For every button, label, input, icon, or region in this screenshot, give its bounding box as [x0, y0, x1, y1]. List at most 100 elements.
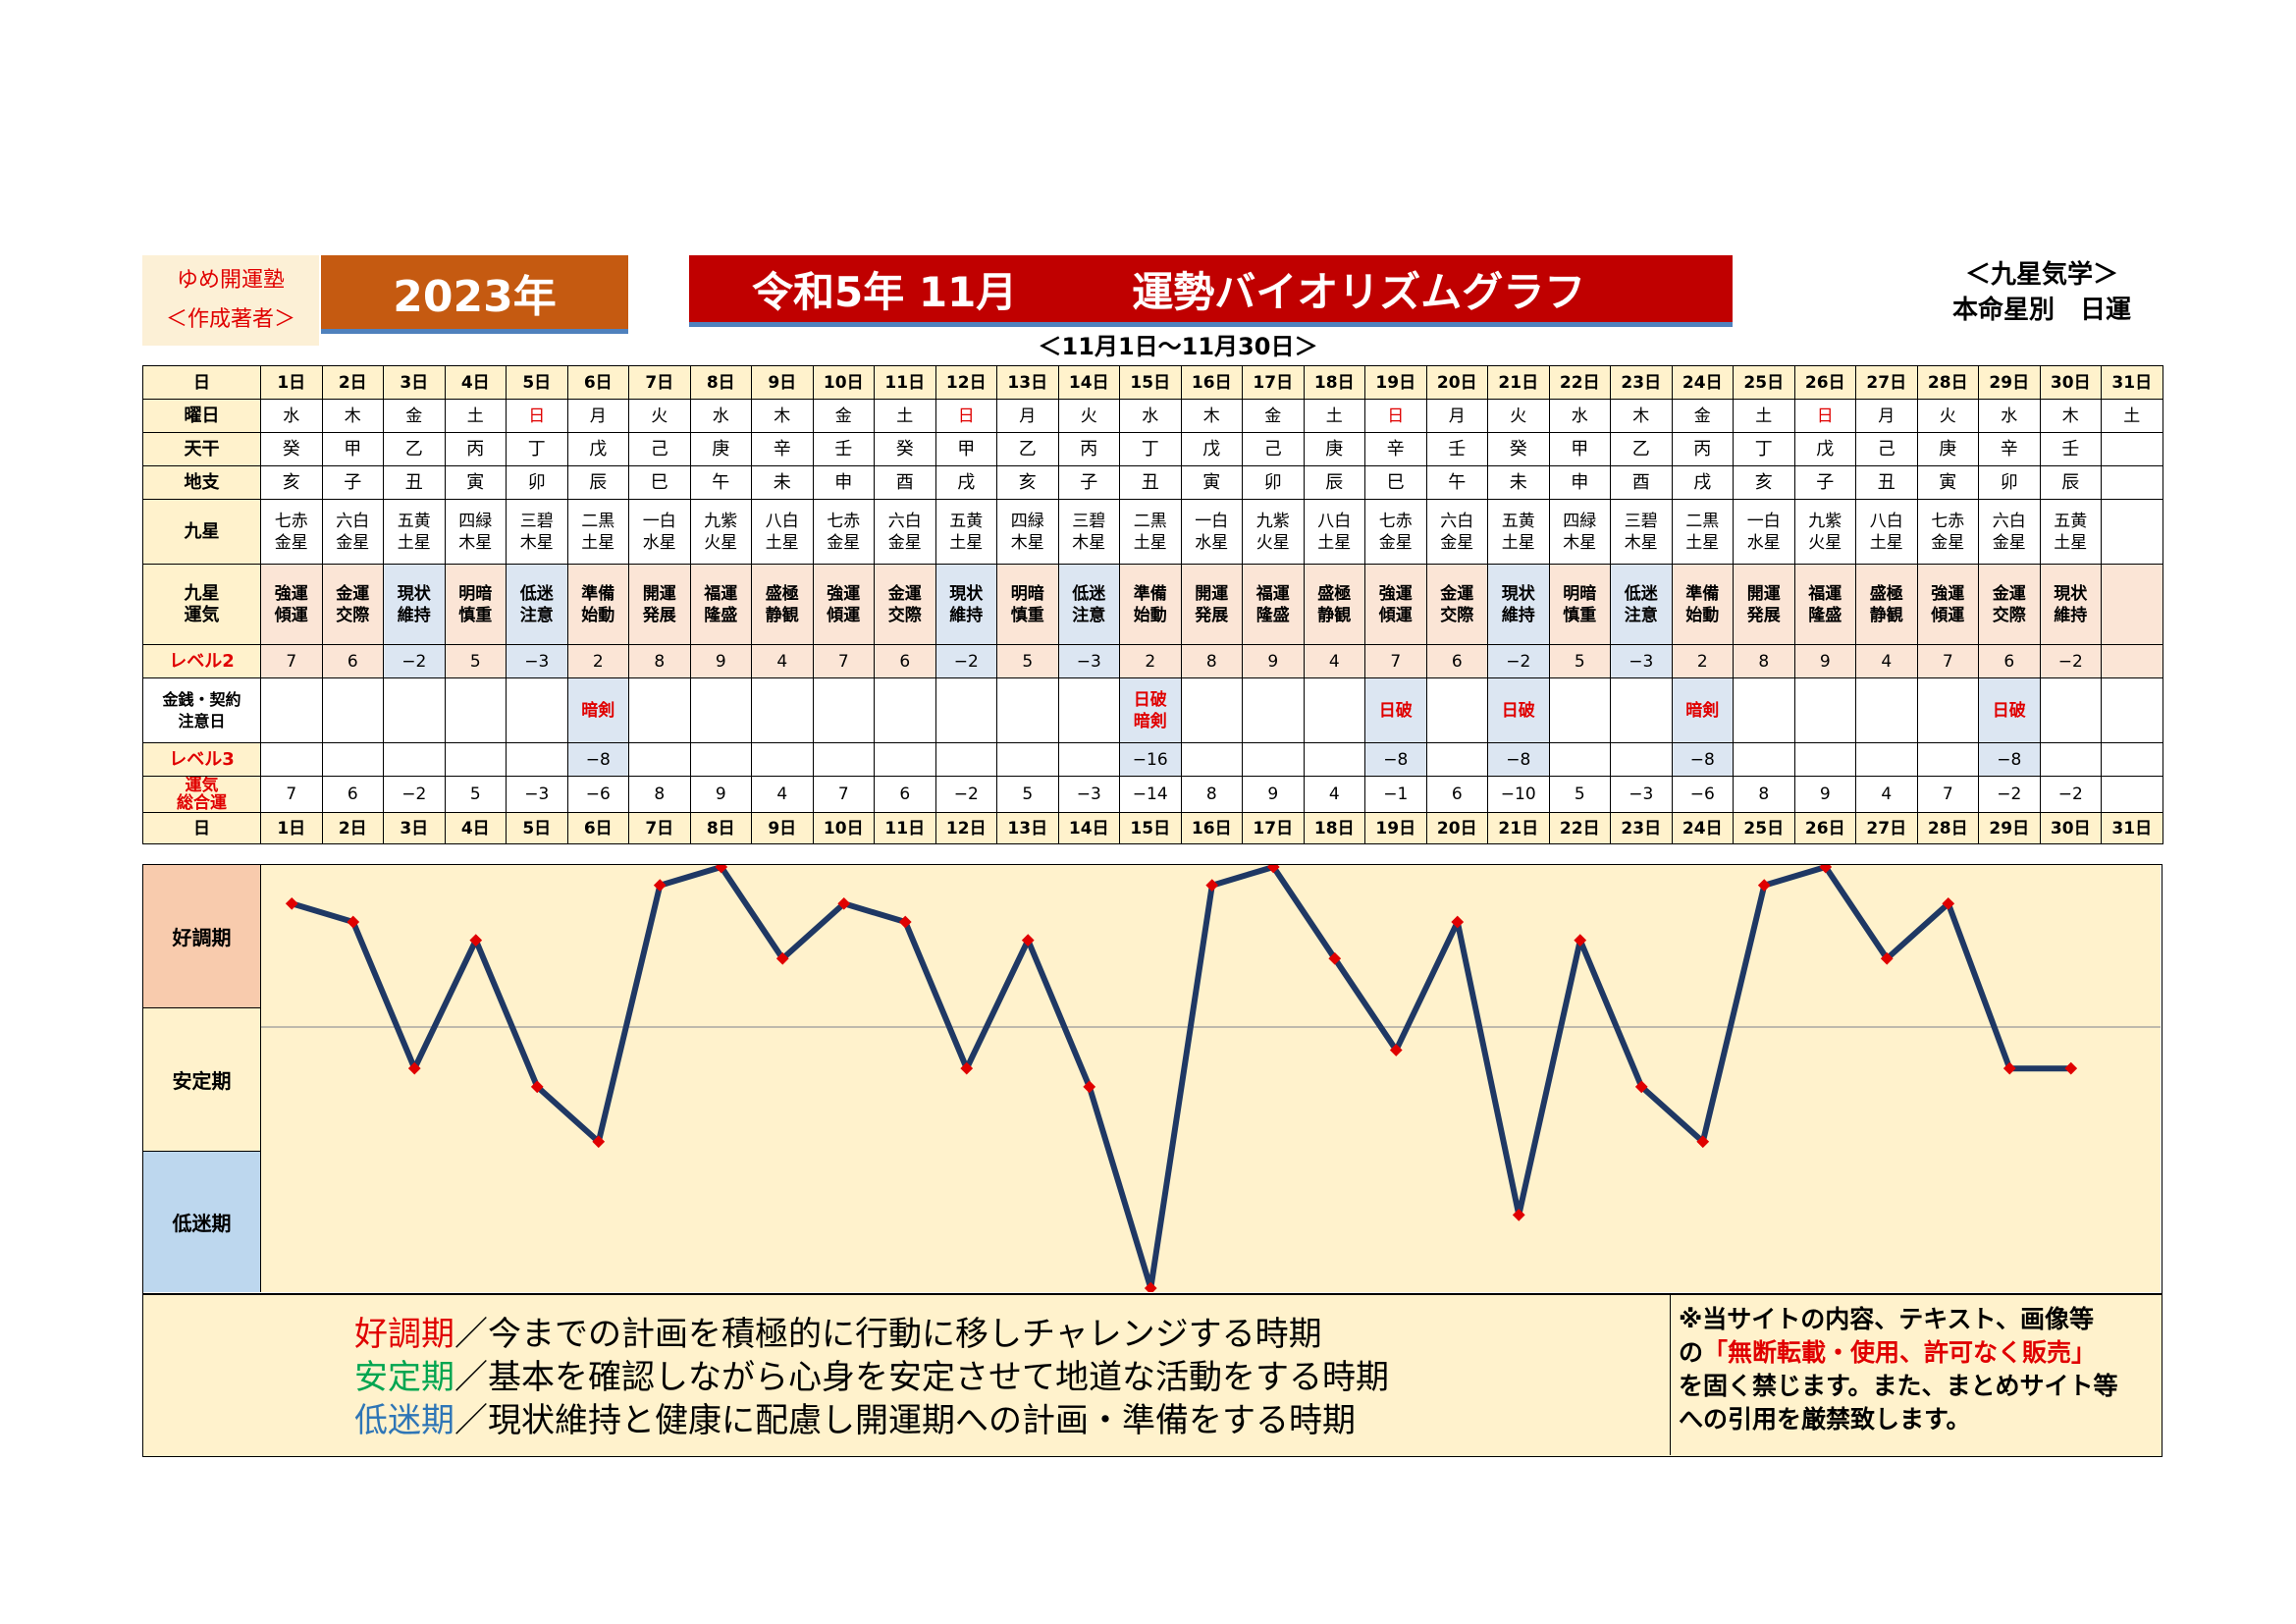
unki-cell-line: 維持 [1501, 605, 1535, 625]
row-chishi-label: 地支 [142, 465, 261, 500]
kyusei-cell-line: 火星 [704, 532, 738, 553]
row-kyusei-label: 九星 [142, 499, 261, 565]
kyusei-cell-line: 金星 [1992, 532, 2026, 553]
row-chishi-label-line: 地支 [184, 471, 220, 493]
total-cell: 9 [1242, 776, 1305, 813]
kyusei-cell-line: 土星 [581, 532, 615, 553]
day-cell-bottom: 18日 [1303, 812, 1365, 844]
level2-cell: 5 [444, 644, 507, 678]
level2-cell: −2 [2039, 644, 2102, 678]
total-cell: −3 [1057, 776, 1120, 813]
unki-cell: 準備 始動 [566, 564, 629, 645]
total-cell: 7 [260, 776, 323, 813]
kyusei-cell: 七赤 金星 [812, 499, 875, 565]
chishi-cell: 戌 [934, 465, 997, 500]
level3-cell [751, 742, 814, 777]
kyusei-cell: 六白 金星 [1978, 499, 2041, 565]
day-cell: 24日 [1671, 365, 1734, 400]
chishi-cell: 未 [1487, 465, 1550, 500]
row-kyusei-unki-label-line: 運気 [184, 604, 220, 625]
chishi-cell: 亥 [260, 465, 323, 500]
legend-text-good: ／今までの計画を積極的に行動に移しチャレンジする時期 [454, 1315, 1322, 1354]
total-cell: 7 [812, 776, 875, 813]
row-caution-label-line: 注意日 [178, 711, 226, 731]
unki-cell-line: 金運 [887, 583, 922, 604]
tenkan-cell: 丁 [1733, 432, 1795, 466]
unki-cell-line: 傾運 [1931, 605, 1965, 625]
unki-cell-line: 強運 [1931, 583, 1965, 604]
weekday-cell: 金 [1671, 399, 1734, 433]
day-cell-bottom: 17日 [1242, 812, 1305, 844]
day-cell-bottom: 28日 [1916, 812, 1979, 844]
unki-cell-line: 強運 [827, 583, 861, 604]
row-day-label-line: 日 [193, 372, 210, 393]
chishi-cell: 寅 [444, 465, 507, 500]
kyusei-cell-line: 金星 [1378, 532, 1413, 553]
day-cell: 19日 [1364, 365, 1427, 400]
kyusei-cell-line: 金星 [274, 532, 308, 553]
notice-line3: を固く禁じます。また、まとめサイト等 [1679, 1372, 2118, 1400]
kyusei-cell-line: 六白 [336, 511, 370, 531]
unki-cell-line: 交際 [1440, 605, 1474, 625]
kyusei-cell-line: 八白 [765, 511, 799, 531]
total-cell: −2 [934, 776, 997, 813]
unki-cell-line: 始動 [1133, 605, 1167, 625]
day-cell-bottom: 27日 [1855, 812, 1918, 844]
row-day-bottom-label: 日 [142, 812, 261, 844]
notice-line4: への引用を厳禁致します。 [1679, 1405, 1971, 1434]
kyusei-cell-line: 七赤 [1931, 511, 1965, 531]
kyusei-cell: 八白 土星 [751, 499, 814, 565]
chishi-cell: 子 [1057, 465, 1120, 500]
chishi-cell: 申 [1548, 465, 1611, 500]
tenkan-cell: 辛 [1364, 432, 1427, 466]
kyusei-cell-line: 五黄 [397, 511, 431, 531]
total-cell: −3 [506, 776, 568, 813]
weekday-cell: 日 [1793, 399, 1856, 433]
unki-cell: 強運 傾運 [1916, 564, 1979, 645]
level3-cell [934, 742, 997, 777]
kyusei-cell-line: 水星 [1746, 532, 1781, 553]
kyusei-cell-line: 七赤 [274, 511, 308, 531]
zone-low: 低迷期 [143, 1152, 261, 1292]
level3-cell [1425, 742, 1488, 777]
level3-cell [1855, 742, 1918, 777]
chishi-cell: 巳 [1364, 465, 1427, 500]
unki-cell: 金運 交際 [321, 564, 384, 645]
level2-cell [2101, 644, 2163, 678]
unki-cell-line: 開運 [1195, 583, 1229, 604]
level2-cell: 2 [1671, 644, 1734, 678]
tenkan-cell: 丁 [506, 432, 568, 466]
row-kyusei: 九星 七赤 金星 六白 金星 五黄 土星 四緑 木星 三碧 木星 二黒 土星 一白 水星 九紫 火星 八白 土星 七赤… [142, 499, 2163, 565]
caution-cell [1610, 677, 1673, 743]
day-cell: 3日 [383, 365, 446, 400]
day-cell-bottom: 24日 [1671, 812, 1734, 844]
day-cell: 16日 [1180, 365, 1243, 400]
unki-cell-line: 静観 [1869, 605, 1903, 625]
kyusei-cell-line: 火星 [1255, 532, 1290, 553]
unki-cell-line: 金運 [336, 583, 370, 604]
caution-cell [2039, 677, 2102, 743]
chishi-cell: 亥 [996, 465, 1059, 500]
day-cell: 12日 [934, 365, 997, 400]
kyusei-cell [2101, 499, 2163, 565]
chishi-cell: 巳 [628, 465, 691, 500]
level2-cell: −2 [934, 644, 997, 678]
unki-cell: 開運 発展 [1733, 564, 1795, 645]
zone-good: 好調期 [143, 865, 261, 1008]
kyusei-cell: 四緑 木星 [996, 499, 1059, 565]
kyusei-cell: 一白 水星 [628, 499, 691, 565]
total-cell: 6 [321, 776, 384, 813]
weekday-cell: 木 [2039, 399, 2102, 433]
unki-cell-line: 準備 [1685, 583, 1720, 604]
kyusei-cell-line: 木星 [519, 532, 554, 553]
tenkan-cell: 壬 [2039, 432, 2102, 466]
kyusei-cell-line: 金星 [887, 532, 922, 553]
row-tenkan-label-line: 天干 [184, 438, 220, 460]
caution-cell [506, 677, 568, 743]
level2-cell: 7 [812, 644, 875, 678]
unki-cell-line: 準備 [1133, 583, 1167, 604]
unki-cell: 低迷 注意 [506, 564, 568, 645]
unki-cell-line: 金運 [1440, 583, 1474, 604]
corner-line1: ＜九星気学＞ [1964, 260, 2118, 290]
weekday-cell: 木 [1180, 399, 1243, 433]
